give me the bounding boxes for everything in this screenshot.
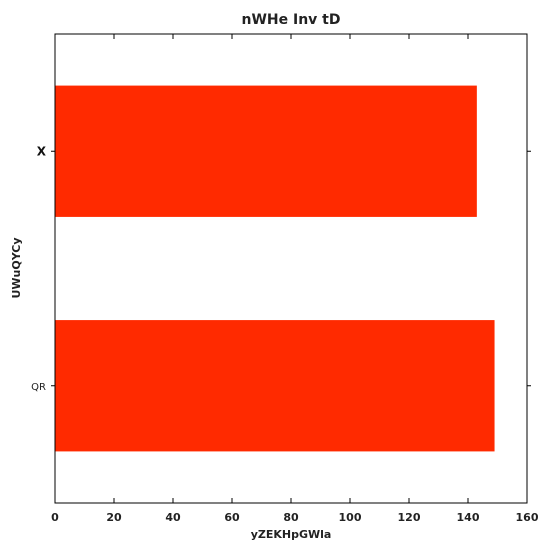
y-axis-label: UWuQYCy [10,237,23,298]
x-tick-label: 100 [339,511,362,524]
x-tick-label: 40 [165,511,181,524]
x-tick-label: 20 [106,511,122,524]
x-tick-label: 60 [224,511,240,524]
plot-area: QR X 0 20 40 60 80 100 120 140 160 [31,34,539,524]
y-tick-label-x: X [37,144,47,158]
bar-qr [55,320,495,452]
chart-title: nWHe Inv tD [242,12,341,28]
x-tick-label: 80 [283,511,299,524]
y-tick-label-qr: QR [31,382,46,393]
x-axis-label: yZEKHpGWla [251,528,332,541]
x-tick-label: 140 [457,511,480,524]
bar-x [55,85,477,217]
x-tick-label: 0 [51,511,59,524]
x-tick-label: 120 [398,511,421,524]
x-tick-label: 160 [516,511,539,524]
plot-frame [54,33,528,504]
